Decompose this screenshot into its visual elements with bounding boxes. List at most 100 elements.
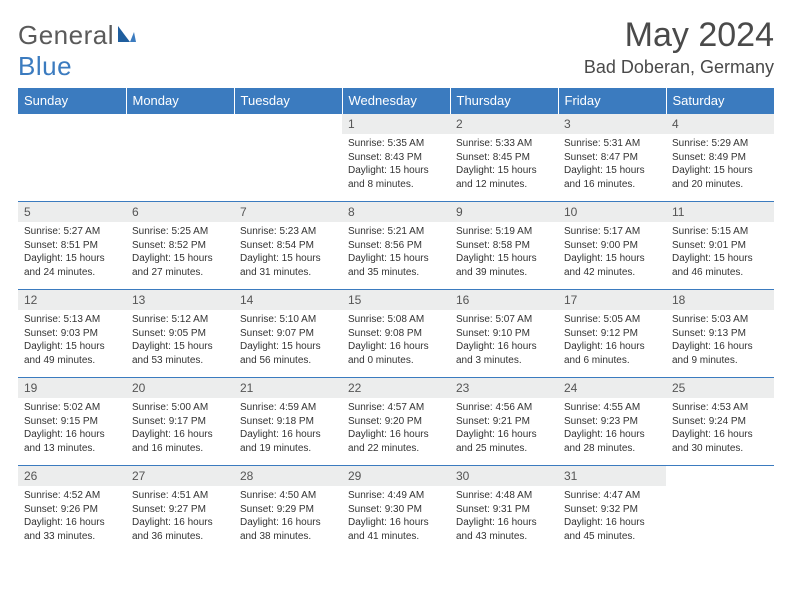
calendar-cell: 28Sunrise: 4:50 AMSunset: 9:29 PMDayligh…	[234, 466, 342, 554]
day-number: 20	[126, 378, 234, 398]
sunset-text: Sunset: 9:00 PM	[564, 239, 660, 253]
day-number: 19	[18, 378, 126, 398]
day-number: 16	[450, 290, 558, 310]
sunset-text: Sunset: 8:49 PM	[672, 151, 768, 165]
day-number: 15	[342, 290, 450, 310]
day-number: 5	[18, 202, 126, 222]
sunset-text: Sunset: 9:10 PM	[456, 327, 552, 341]
sunrise-text: Sunrise: 4:51 AM	[132, 489, 228, 503]
day-content: Sunrise: 5:08 AMSunset: 9:08 PMDaylight:…	[342, 310, 450, 371]
sunrise-text: Sunrise: 5:35 AM	[348, 137, 444, 151]
calendar-cell: 15Sunrise: 5:08 AMSunset: 9:08 PMDayligh…	[342, 290, 450, 378]
sunset-text: Sunset: 9:27 PM	[132, 503, 228, 517]
sunset-text: Sunset: 9:07 PM	[240, 327, 336, 341]
sunrise-text: Sunrise: 4:55 AM	[564, 401, 660, 415]
day-content: Sunrise: 5:23 AMSunset: 8:54 PMDaylight:…	[234, 222, 342, 283]
day-header: Friday	[558, 88, 666, 114]
logo-word1: General	[18, 20, 114, 50]
daylight-text: Daylight: 16 hours and 28 minutes.	[564, 428, 660, 455]
daylight-text: Daylight: 15 hours and 49 minutes.	[24, 340, 120, 367]
daylight-text: Daylight: 16 hours and 16 minutes.	[132, 428, 228, 455]
day-content: Sunrise: 5:10 AMSunset: 9:07 PMDaylight:…	[234, 310, 342, 371]
calendar-cell: 25Sunrise: 4:53 AMSunset: 9:24 PMDayligh…	[666, 378, 774, 466]
sunrise-text: Sunrise: 4:53 AM	[672, 401, 768, 415]
day-content: Sunrise: 5:35 AMSunset: 8:43 PMDaylight:…	[342, 134, 450, 195]
sunset-text: Sunset: 8:58 PM	[456, 239, 552, 253]
sunset-text: Sunset: 9:32 PM	[564, 503, 660, 517]
sunrise-text: Sunrise: 4:59 AM	[240, 401, 336, 415]
day-number: 17	[558, 290, 666, 310]
sunset-text: Sunset: 9:26 PM	[24, 503, 120, 517]
sunrise-text: Sunrise: 5:12 AM	[132, 313, 228, 327]
sunrise-text: Sunrise: 5:03 AM	[672, 313, 768, 327]
calendar-cell: 29Sunrise: 4:49 AMSunset: 9:30 PMDayligh…	[342, 466, 450, 554]
logo-text: GeneralBlue	[18, 20, 138, 82]
sunrise-text: Sunrise: 4:49 AM	[348, 489, 444, 503]
calendar-cell: 22Sunrise: 4:57 AMSunset: 9:20 PMDayligh…	[342, 378, 450, 466]
day-number: 18	[666, 290, 774, 310]
month-title: May 2024	[584, 16, 774, 55]
day-number: 23	[450, 378, 558, 398]
day-number: 7	[234, 202, 342, 222]
day-content: Sunrise: 5:17 AMSunset: 9:00 PMDaylight:…	[558, 222, 666, 283]
sunset-text: Sunset: 9:24 PM	[672, 415, 768, 429]
day-header: Thursday	[450, 88, 558, 114]
day-header: Monday	[126, 88, 234, 114]
daylight-text: Daylight: 16 hours and 22 minutes.	[348, 428, 444, 455]
day-content: Sunrise: 5:00 AMSunset: 9:17 PMDaylight:…	[126, 398, 234, 459]
day-content: Sunrise: 4:50 AMSunset: 9:29 PMDaylight:…	[234, 486, 342, 547]
daylight-text: Daylight: 15 hours and 39 minutes.	[456, 252, 552, 279]
sunset-text: Sunset: 9:17 PM	[132, 415, 228, 429]
day-number: 29	[342, 466, 450, 486]
day-number: 10	[558, 202, 666, 222]
day-content: Sunrise: 5:12 AMSunset: 9:05 PMDaylight:…	[126, 310, 234, 371]
sunset-text: Sunset: 8:47 PM	[564, 151, 660, 165]
sunrise-text: Sunrise: 5:25 AM	[132, 225, 228, 239]
daylight-text: Daylight: 16 hours and 33 minutes.	[24, 516, 120, 543]
day-number: 11	[666, 202, 774, 222]
calendar-cell: 8Sunrise: 5:21 AMSunset: 8:56 PMDaylight…	[342, 202, 450, 290]
calendar-cell: 11Sunrise: 5:15 AMSunset: 9:01 PMDayligh…	[666, 202, 774, 290]
day-content: Sunrise: 5:07 AMSunset: 9:10 PMDaylight:…	[450, 310, 558, 371]
daylight-text: Daylight: 16 hours and 30 minutes.	[672, 428, 768, 455]
sunset-text: Sunset: 8:43 PM	[348, 151, 444, 165]
calendar-cell: 10Sunrise: 5:17 AMSunset: 9:00 PMDayligh…	[558, 202, 666, 290]
calendar-cell: .	[18, 114, 126, 202]
calendar-cell: 18Sunrise: 5:03 AMSunset: 9:13 PMDayligh…	[666, 290, 774, 378]
daylight-text: Daylight: 15 hours and 16 minutes.	[564, 164, 660, 191]
sunrise-text: Sunrise: 5:07 AM	[456, 313, 552, 327]
day-number: 28	[234, 466, 342, 486]
day-content: Sunrise: 5:33 AMSunset: 8:45 PMDaylight:…	[450, 134, 558, 195]
day-number: 13	[126, 290, 234, 310]
daylight-text: Daylight: 15 hours and 42 minutes.	[564, 252, 660, 279]
calendar-cell: .	[234, 114, 342, 202]
sunrise-text: Sunrise: 5:00 AM	[132, 401, 228, 415]
day-content: Sunrise: 5:27 AMSunset: 8:51 PMDaylight:…	[18, 222, 126, 283]
daylight-text: Daylight: 15 hours and 31 minutes.	[240, 252, 336, 279]
calendar-cell: 6Sunrise: 5:25 AMSunset: 8:52 PMDaylight…	[126, 202, 234, 290]
calendar-week: ...1Sunrise: 5:35 AMSunset: 8:43 PMDayli…	[18, 114, 774, 202]
day-number: 4	[666, 114, 774, 134]
sunrise-text: Sunrise: 5:23 AM	[240, 225, 336, 239]
day-header-row: SundayMondayTuesdayWednesdayThursdayFrid…	[18, 88, 774, 114]
day-content: Sunrise: 5:03 AMSunset: 9:13 PMDaylight:…	[666, 310, 774, 371]
daylight-text: Daylight: 15 hours and 12 minutes.	[456, 164, 552, 191]
daylight-text: Daylight: 16 hours and 19 minutes.	[240, 428, 336, 455]
calendar-cell: 21Sunrise: 4:59 AMSunset: 9:18 PMDayligh…	[234, 378, 342, 466]
calendar-cell: 16Sunrise: 5:07 AMSunset: 9:10 PMDayligh…	[450, 290, 558, 378]
calendar-cell: 19Sunrise: 5:02 AMSunset: 9:15 PMDayligh…	[18, 378, 126, 466]
sunrise-text: Sunrise: 5:33 AM	[456, 137, 552, 151]
sunrise-text: Sunrise: 5:10 AM	[240, 313, 336, 327]
calendar-cell: 9Sunrise: 5:19 AMSunset: 8:58 PMDaylight…	[450, 202, 558, 290]
day-content: Sunrise: 5:29 AMSunset: 8:49 PMDaylight:…	[666, 134, 774, 195]
day-content: Sunrise: 5:25 AMSunset: 8:52 PMDaylight:…	[126, 222, 234, 283]
sunrise-text: Sunrise: 4:50 AM	[240, 489, 336, 503]
sunrise-text: Sunrise: 5:13 AM	[24, 313, 120, 327]
sunset-text: Sunset: 8:45 PM	[456, 151, 552, 165]
calendar-cell: 2Sunrise: 5:33 AMSunset: 8:45 PMDaylight…	[450, 114, 558, 202]
calendar-head: SundayMondayTuesdayWednesdayThursdayFrid…	[18, 88, 774, 114]
day-content: Sunrise: 4:52 AMSunset: 9:26 PMDaylight:…	[18, 486, 126, 547]
day-header: Wednesday	[342, 88, 450, 114]
sunset-text: Sunset: 9:20 PM	[348, 415, 444, 429]
sunrise-text: Sunrise: 5:15 AM	[672, 225, 768, 239]
